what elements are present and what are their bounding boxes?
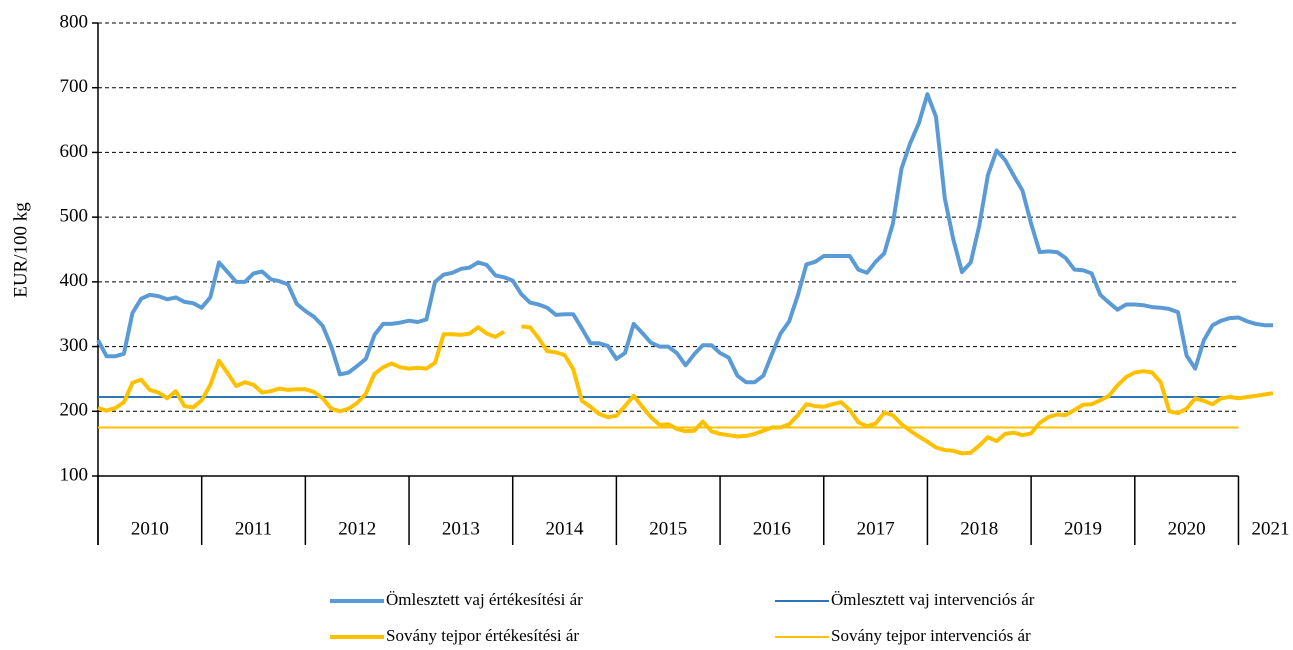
x-tick-label: 2014	[546, 518, 585, 539]
y-tick-label: 300	[60, 335, 89, 356]
y-tick-label: 800	[60, 11, 89, 32]
legend-label: Ömlesztett vaj értékesítési ár	[386, 590, 583, 609]
legend-label: Sovány tejpor intervenciós ár	[831, 626, 1031, 645]
y-axis-label: EUR/100 kg	[10, 202, 31, 298]
legend-label: Ömlesztett vaj intervenciós ár	[831, 590, 1035, 609]
x-tick-label: 2019	[1064, 518, 1102, 539]
x-tick-label: 2016	[753, 518, 791, 539]
y-tick-label: 600	[60, 141, 89, 162]
x-tick-label: 2011	[235, 518, 272, 539]
series-line	[96, 92, 1273, 385]
x-tick-label: 2015	[649, 518, 687, 539]
y-tick-label: 200	[60, 400, 89, 421]
y-tick-label: 400	[60, 270, 89, 291]
x-tick-label: 2021	[1251, 518, 1289, 539]
x-tick-label: 2010	[131, 518, 169, 539]
x-tick-label: 2012	[338, 518, 376, 539]
y-tick-label: 100	[60, 464, 89, 485]
y-tick-label: 700	[60, 76, 89, 97]
y-tick-label: 500	[60, 206, 89, 227]
x-tick-label: 2020	[1168, 518, 1206, 539]
x-tick-label: 2013	[442, 518, 480, 539]
series-line	[97, 324, 1274, 456]
x-tick-label: 2017	[857, 518, 895, 539]
legend-label: Sovány tejpor értékesítési ár	[386, 626, 579, 645]
x-tick-label: 2018	[960, 518, 998, 539]
